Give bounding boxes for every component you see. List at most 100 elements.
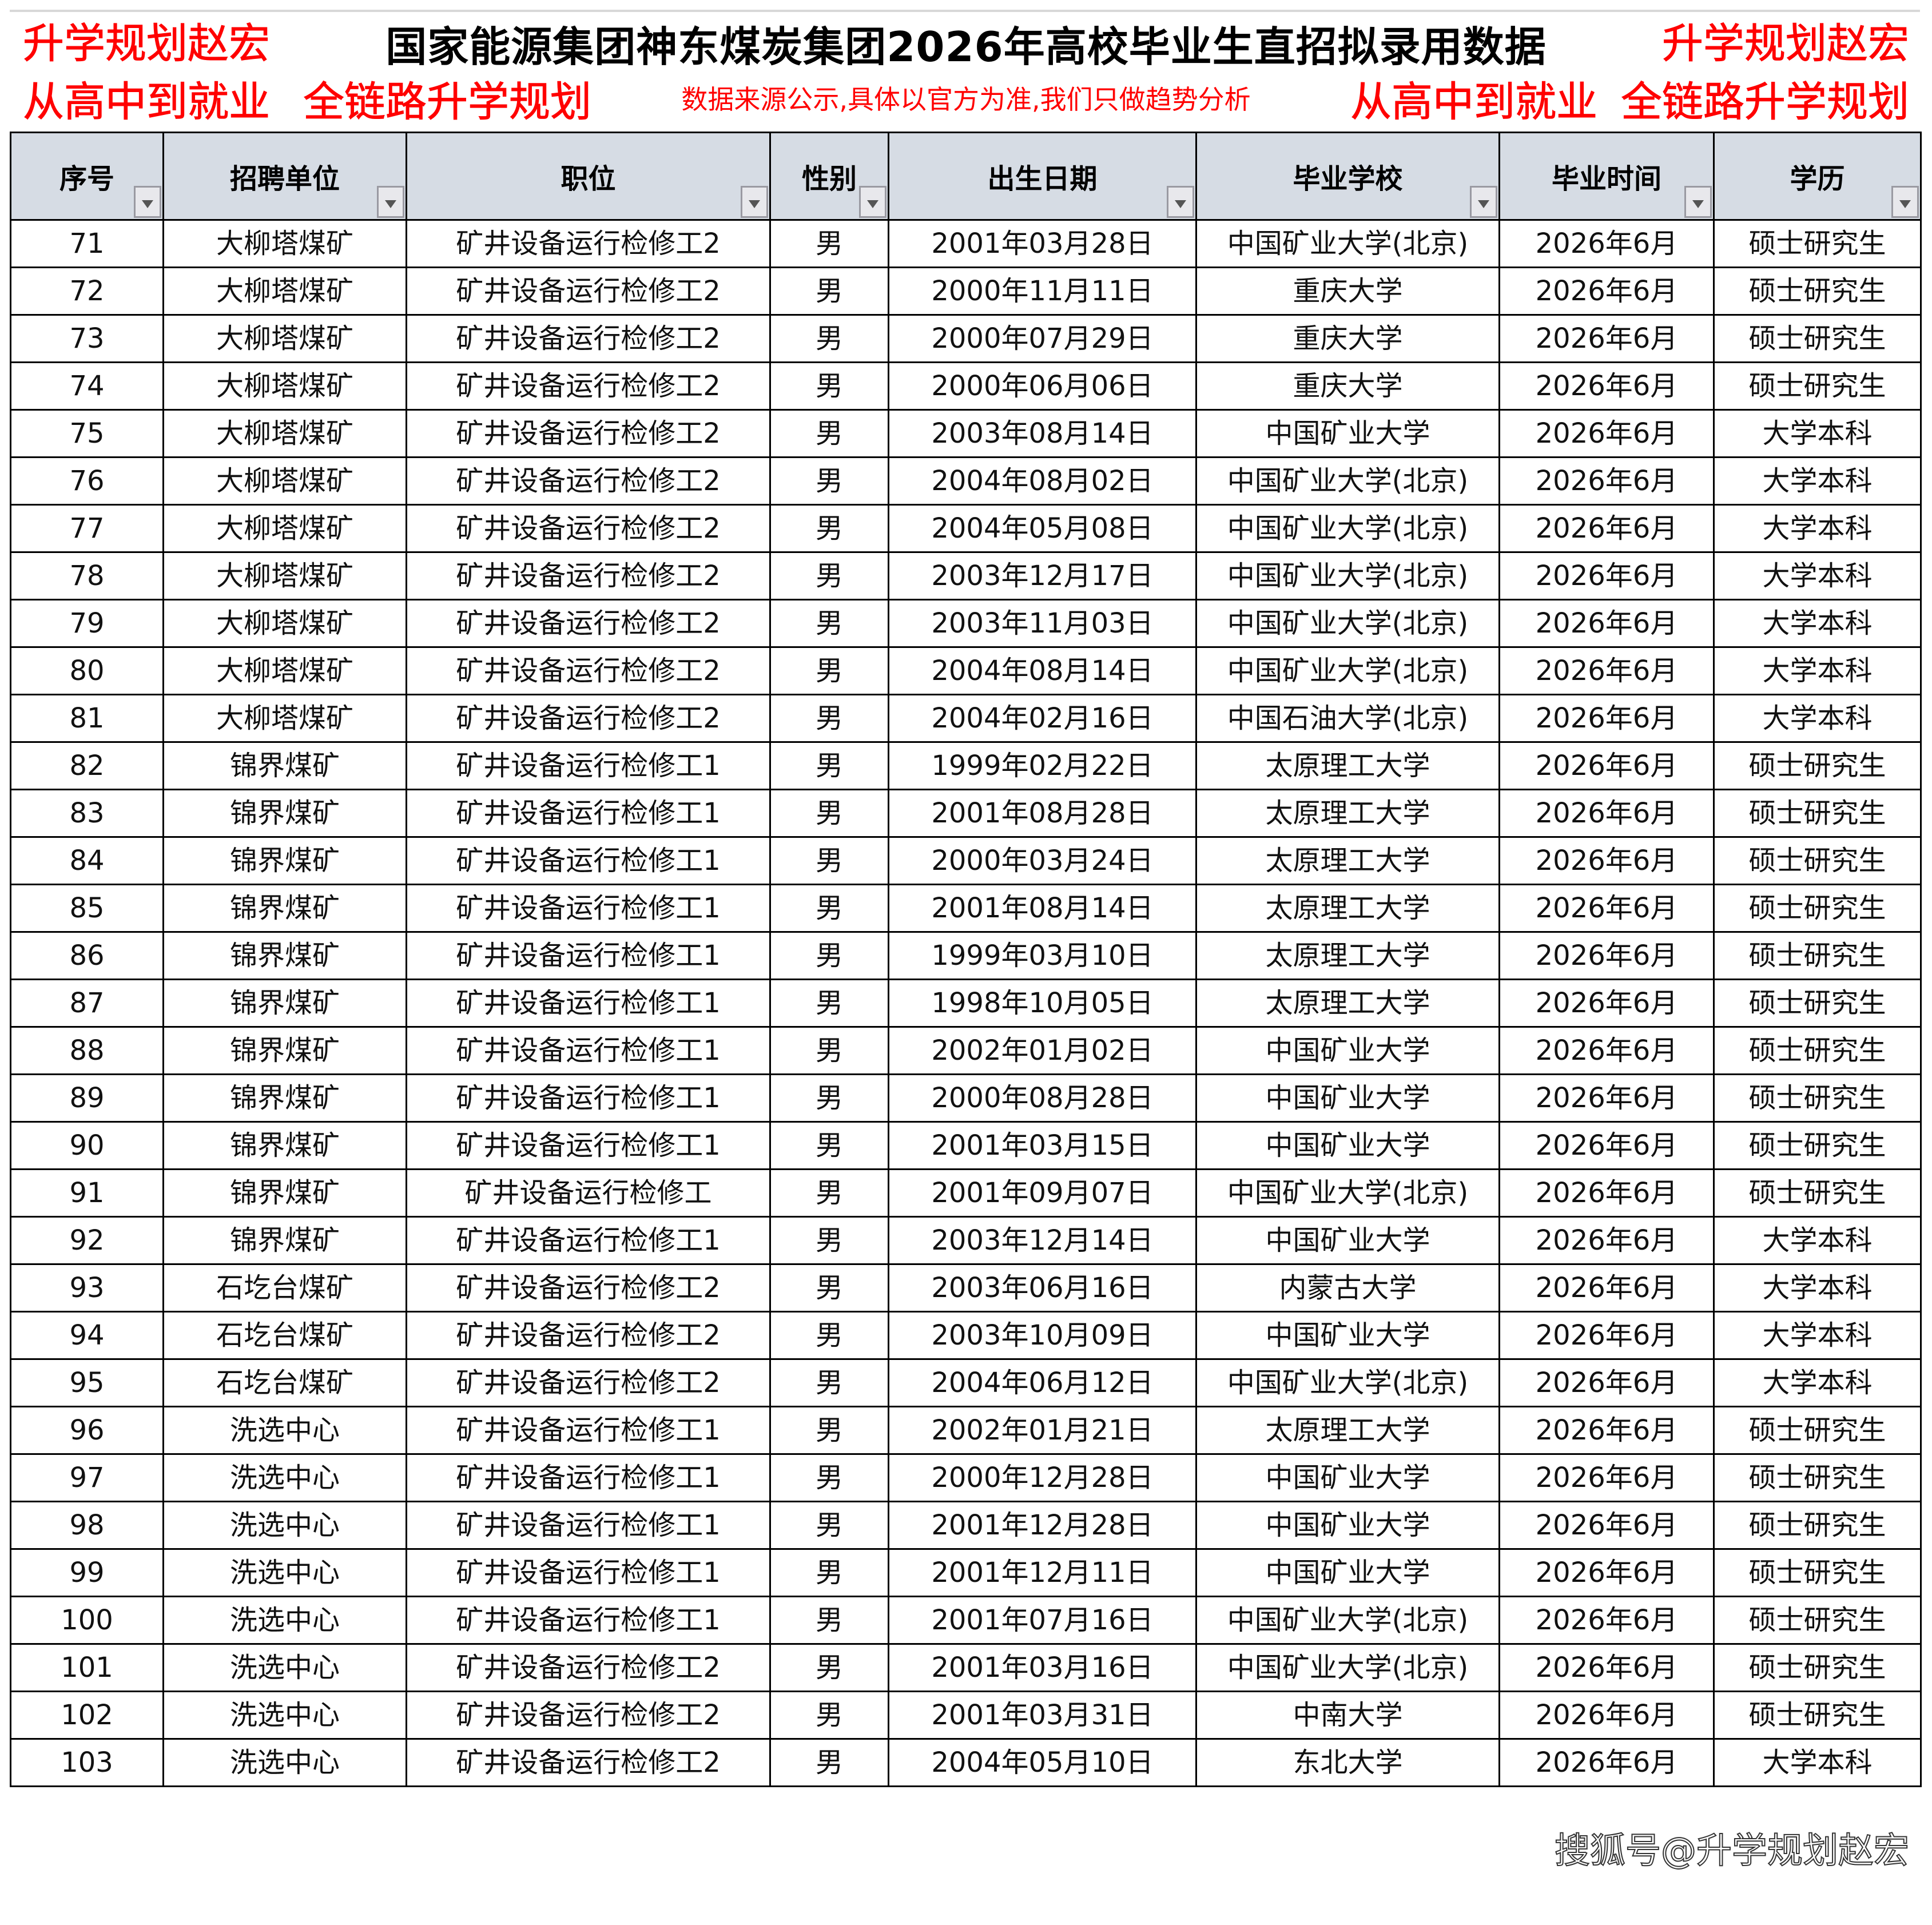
table-cell[interactable]: 2004年02月16日 (888, 694, 1197, 743)
table-cell[interactable]: 男 (769, 267, 889, 316)
table-cell[interactable]: 95 (10, 1358, 164, 1407)
table-cell[interactable]: 中国矿业大学(北京) (1195, 1168, 1500, 1218)
table-cell[interactable]: 矿井设备运行检修工2 (406, 599, 771, 648)
table-cell[interactable]: 大柳塔煤矿 (162, 599, 407, 648)
table-cell[interactable]: 2026年6月 (1498, 979, 1715, 1028)
table-cell[interactable]: 大柳塔煤矿 (162, 456, 407, 506)
table-cell[interactable]: 男 (769, 1026, 889, 1075)
table-cell[interactable]: 男 (769, 741, 889, 790)
table-cell[interactable]: 硕士研究生 (1713, 1406, 1922, 1455)
table-cell[interactable]: 硕士研究生 (1713, 267, 1922, 316)
table-cell[interactable]: 硕士研究生 (1713, 789, 1922, 838)
table-cell[interactable]: 77 (10, 504, 164, 553)
table-cell[interactable]: 重庆大学 (1195, 314, 1500, 363)
table-cell[interactable]: 79 (10, 599, 164, 648)
table-cell[interactable]: 大柳塔煤矿 (162, 267, 407, 316)
table-cell[interactable]: 硕士研究生 (1713, 219, 1922, 268)
table-cell[interactable]: 矿井设备运行检修工1 (406, 931, 771, 980)
table-cell[interactable]: 89 (10, 1073, 164, 1123)
table-cell[interactable]: 男 (769, 1501, 889, 1550)
table-cell[interactable]: 2026年6月 (1498, 1216, 1715, 1265)
table-cell[interactable]: 72 (10, 267, 164, 316)
table-cell[interactable]: 男 (769, 1358, 889, 1407)
table-cell[interactable]: 大学本科 (1713, 504, 1922, 553)
table-cell[interactable]: 2001年12月11日 (888, 1548, 1197, 1597)
table-cell[interactable]: 太原理工大学 (1195, 789, 1500, 838)
table-cell[interactable]: 2026年6月 (1498, 646, 1715, 695)
table-cell[interactable]: 大学本科 (1713, 1263, 1922, 1312)
table-cell[interactable]: 男 (769, 1548, 889, 1597)
table-cell[interactable]: 2026年6月 (1498, 361, 1715, 411)
table-cell[interactable]: 锦界煤矿 (162, 1121, 407, 1170)
table-cell[interactable]: 锦界煤矿 (162, 789, 407, 838)
table-cell[interactable]: 2000年11月11日 (888, 267, 1197, 316)
table-cell[interactable]: 90 (10, 1121, 164, 1170)
table-cell[interactable]: 大柳塔煤矿 (162, 409, 407, 458)
filter-dropdown-icon[interactable] (1167, 186, 1194, 218)
table-cell[interactable]: 男 (769, 931, 889, 980)
table-cell[interactable]: 大学本科 (1713, 456, 1922, 506)
table-cell[interactable]: 硕士研究生 (1713, 1453, 1922, 1502)
table-cell[interactable]: 2004年06月12日 (888, 1358, 1197, 1407)
filter-dropdown-icon[interactable] (859, 186, 887, 218)
table-cell[interactable]: 2001年03月15日 (888, 1121, 1197, 1170)
table-cell[interactable]: 中国矿业大学(北京) (1195, 1643, 1500, 1692)
table-cell[interactable]: 男 (769, 836, 889, 885)
table-cell[interactable]: 男 (769, 1453, 889, 1502)
table-cell[interactable]: 2026年6月 (1498, 1311, 1715, 1360)
table-cell[interactable]: 74 (10, 361, 164, 411)
table-cell[interactable]: 2004年05月08日 (888, 504, 1197, 553)
table-cell[interactable]: 矿井设备运行检修工1 (406, 1026, 771, 1075)
table-cell[interactable]: 矿井设备运行检修工2 (406, 551, 771, 600)
table-cell[interactable]: 大学本科 (1713, 646, 1922, 695)
table-cell[interactable]: 男 (769, 1311, 889, 1360)
table-cell[interactable]: 93 (10, 1263, 164, 1312)
table-cell[interactable]: 71 (10, 219, 164, 268)
table-cell[interactable]: 石圪台煤矿 (162, 1311, 407, 1360)
table-cell[interactable]: 2000年07月29日 (888, 314, 1197, 363)
table-cell[interactable]: 2000年12月28日 (888, 1453, 1197, 1502)
table-cell[interactable]: 中国矿业大学(北京) (1195, 219, 1500, 268)
filter-dropdown-icon[interactable] (1891, 186, 1919, 218)
table-cell[interactable]: 2026年6月 (1498, 599, 1715, 648)
table-cell[interactable]: 矿井设备运行检修工2 (406, 1691, 771, 1740)
filter-dropdown-icon[interactable] (377, 186, 404, 218)
table-cell[interactable]: 中国矿业大学 (1195, 1073, 1500, 1123)
table-cell[interactable]: 99 (10, 1548, 164, 1597)
table-cell[interactable]: 2026年6月 (1498, 1358, 1715, 1407)
table-cell[interactable]: 锦界煤矿 (162, 836, 407, 885)
table-cell[interactable]: 2001年03月28日 (888, 219, 1197, 268)
table-cell[interactable]: 矿井设备运行检修工1 (406, 1121, 771, 1170)
table-cell[interactable]: 太原理工大学 (1195, 741, 1500, 790)
table-cell[interactable]: 矿井设备运行检修工2 (406, 219, 771, 268)
table-cell[interactable]: 矿井设备运行检修工2 (406, 456, 771, 506)
table-cell[interactable]: 2026年6月 (1498, 504, 1715, 553)
table-cell[interactable]: 2026年6月 (1498, 551, 1715, 600)
table-cell[interactable]: 中国矿业大学 (1195, 1548, 1500, 1597)
table-cell[interactable]: 矿井设备运行检修工2 (406, 1358, 771, 1407)
table-cell[interactable]: 2001年08月28日 (888, 789, 1197, 838)
filter-dropdown-icon[interactable] (1470, 186, 1497, 218)
table-cell[interactable]: 男 (769, 361, 889, 411)
table-cell[interactable]: 2026年6月 (1498, 1501, 1715, 1550)
table-cell[interactable]: 硕士研究生 (1713, 1548, 1922, 1597)
table-cell[interactable]: 大学本科 (1713, 1358, 1922, 1407)
table-cell[interactable]: 太原理工大学 (1195, 931, 1500, 980)
table-cell[interactable]: 2026年6月 (1498, 1073, 1715, 1123)
table-cell[interactable]: 锦界煤矿 (162, 1026, 407, 1075)
table-cell[interactable]: 矿井设备运行检修工1 (406, 1073, 771, 1123)
table-cell[interactable]: 男 (769, 456, 889, 506)
table-cell[interactable]: 2003年10月09日 (888, 1311, 1197, 1360)
table-cell[interactable]: 103 (10, 1738, 164, 1787)
table-cell[interactable]: 男 (769, 504, 889, 553)
table-cell[interactable]: 1999年02月22日 (888, 741, 1197, 790)
table-cell[interactable]: 2003年06月16日 (888, 1263, 1197, 1312)
table-cell[interactable]: 男 (769, 1691, 889, 1740)
table-cell[interactable]: 锦界煤矿 (162, 741, 407, 790)
table-cell[interactable]: 中国矿业大学(北京) (1195, 504, 1500, 553)
table-cell[interactable]: 男 (769, 1643, 889, 1692)
table-cell[interactable]: 矿井设备运行检修工1 (406, 1548, 771, 1597)
table-cell[interactable]: 中国矿业大学 (1195, 1501, 1500, 1550)
table-cell[interactable]: 2004年08月02日 (888, 456, 1197, 506)
table-cell[interactable]: 2026年6月 (1498, 884, 1715, 933)
